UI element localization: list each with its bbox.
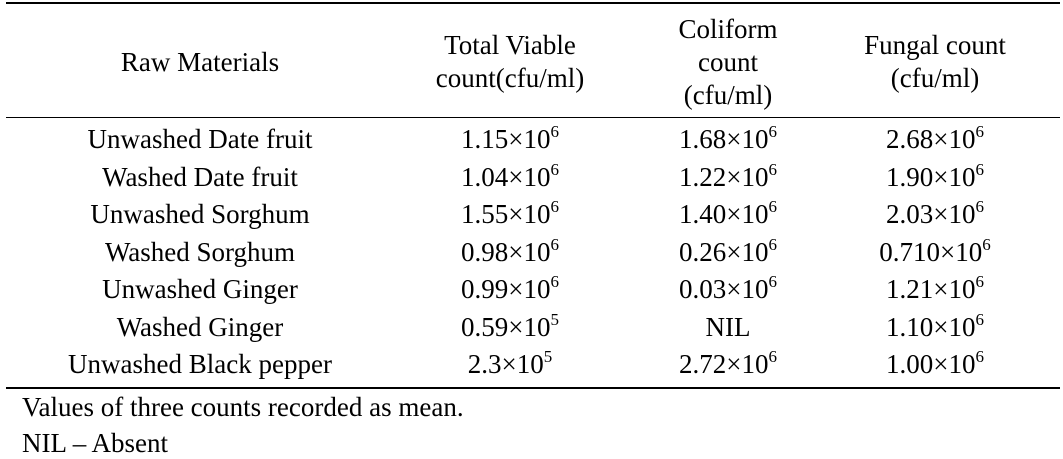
table-row: Unwashed Black pepper 2.3×10 5 2.72×10 6 1.00… <box>0 347 1063 381</box>
material-cell: Unwashed Sorghum <box>0 197 400 231</box>
exponent: 6 <box>768 234 777 254</box>
total-viable-cell-text: 0.99×10 <box>461 274 551 304</box>
header-fungal: Fungal count (cfu/ml) <box>835 8 1035 116</box>
material-cell-text: Washed Sorghum <box>104 236 296 267</box>
fungal-cell: 1.10×10 6 <box>835 310 1035 344</box>
fungal-cell-text: 0.710×10 <box>879 236 983 267</box>
coliform-cell-text: 1.40×10 <box>679 199 769 229</box>
table-row: Unwashed Sorghum 1.55×10 6 1.40×10 6 2.03×10 6 <box>0 197 1063 231</box>
fungal-cell: 0.710×10 6 <box>835 235 1035 269</box>
exponent: 6 <box>550 197 559 216</box>
total-viable-cell: 1.04×10 6 <box>410 160 610 194</box>
exponent: 6 <box>975 309 984 329</box>
material-cell-text: Washed Date fruit <box>102 161 298 192</box>
material-cell-text: Unwashed Date fruit <box>87 124 313 154</box>
table-row: Unwashed Ginger 0.99×10 6 0.03×10 6 1.21×10 6 <box>0 272 1063 306</box>
header-coliform: Coliform count (cfu/ml) <box>628 8 828 116</box>
total-viable-cell: 1.15×10 6 <box>410 122 610 156</box>
header-text: Coliform count (cfu/ml) <box>678 13 778 110</box>
exponent: 5 <box>543 347 553 366</box>
total-viable-cell-text: 1.04×10 <box>461 161 551 192</box>
material-cell-text: Unwashed Sorghum <box>90 199 310 229</box>
material-cell: Washed Ginger <box>0 310 400 344</box>
exponent: 6 <box>768 347 777 366</box>
material-cell: Washed Sorghum <box>0 235 400 269</box>
fungal-cell: 1.00×10 6 <box>835 347 1035 381</box>
total-viable-cell-text: 1.55×10 <box>461 199 551 229</box>
material-cell: Unwashed Ginger <box>0 272 400 306</box>
fungal-cell: 2.03×10 6 <box>835 197 1035 231</box>
material-cell-text: Washed Ginger <box>116 311 284 342</box>
table-row: Unwashed Date fruit 1.15×10 6 1.68×10 6 2.68×… <box>0 122 1063 156</box>
material-cell: Unwashed Date fruit <box>0 122 400 156</box>
total-viable-cell-text: 2.3×10 <box>467 349 544 379</box>
top-rule <box>6 2 1060 4</box>
material-cell-text: Unwashed Black pepper <box>68 349 332 379</box>
exponent: 6 <box>550 122 559 141</box>
fungal-cell-text: 1.21×10 <box>886 274 976 304</box>
header-rule <box>6 117 1060 118</box>
fungal-cell-text: 1.00×10 <box>886 349 976 379</box>
exponent: 6 <box>768 159 777 179</box>
exponent: 6 <box>975 122 984 141</box>
coliform-cell-text: NIL <box>705 311 751 342</box>
exponent: 6 <box>768 197 777 216</box>
coliform-cell: 1.40×10 6 <box>628 197 828 231</box>
total-viable-cell: 1.55×10 6 <box>410 197 610 231</box>
coliform-cell: NIL <box>628 310 828 344</box>
material-cell-text: Unwashed Ginger <box>102 274 298 304</box>
fungal-cell: 1.90×10 6 <box>835 160 1035 194</box>
fungal-cell-text: 1.90×10 <box>886 161 976 192</box>
coliform-cell: 2.72×10 6 <box>628 347 828 381</box>
exponent: 6 <box>768 122 777 141</box>
fungal-cell: 2.68×10 6 <box>835 122 1035 156</box>
coliform-cell: 1.22×10 6 <box>628 160 828 194</box>
bottom-rule <box>6 387 1060 389</box>
exponent: 6 <box>975 272 984 291</box>
exponent: 6 <box>975 347 984 366</box>
exponent: 6 <box>975 159 984 179</box>
exponent: 6 <box>550 272 559 291</box>
coliform-cell-text: 0.03×10 <box>679 274 769 304</box>
fungal-cell-text: 2.68×10 <box>886 124 976 154</box>
table-row: Washed Date fruit 1.04×10 6 1.22×10 6 1.90×10… <box>0 160 1063 194</box>
fungal-cell-text: 2.03×10 <box>886 199 976 229</box>
table-row: Washed Ginger 0.59×10 5 NIL 1.10×10 6 <box>0 310 1063 344</box>
total-viable-cell: 0.99×10 6 <box>410 272 610 306</box>
fungal-cell: 1.21×10 6 <box>835 272 1035 306</box>
header-raw-materials: Raw Materials <box>0 8 400 116</box>
exponent: 6 <box>550 159 559 179</box>
total-viable-cell: 0.59×10 5 <box>410 310 610 344</box>
coliform-cell: 0.26×10 6 <box>628 235 828 269</box>
header-text: Raw Materials <box>120 46 280 77</box>
exponent: 6 <box>975 197 984 216</box>
header-text: Fungal count (cfu/ml) <box>864 30 1006 93</box>
coliform-cell: 1.68×10 6 <box>628 122 828 156</box>
coliform-cell: 0.03×10 6 <box>628 272 828 306</box>
total-viable-cell-text: 1.15×10 <box>461 124 551 154</box>
coliform-cell-text: 1.22×10 <box>679 161 769 192</box>
footnote-mean: Values of three counts recorded as mean. <box>22 392 464 422</box>
exponent: 5 <box>550 309 559 329</box>
table-row: Washed Sorghum 0.98×10 6 0.26×10 6 0.710×10 6 <box>0 235 1063 269</box>
material-cell: Washed Date fruit <box>0 160 400 194</box>
total-viable-cell-text: 0.98×10 <box>461 236 551 267</box>
exponent: 6 <box>982 234 991 254</box>
coliform-cell-text: 0.26×10 <box>679 236 769 267</box>
coliform-cell-text: 2.72×10 <box>679 349 769 379</box>
header-total-viable: Total Viable count(cfu/ml) <box>410 8 610 116</box>
total-viable-cell: 0.98×10 6 <box>410 235 610 269</box>
material-cell: Unwashed Black pepper <box>0 347 400 381</box>
total-viable-cell-text: 0.59×10 <box>461 311 551 342</box>
exponent: 6 <box>768 272 777 291</box>
header-text: Total Viable count(cfu/ml) <box>435 30 585 93</box>
coliform-cell-text: 1.68×10 <box>679 124 769 154</box>
fungal-cell-text: 1.10×10 <box>886 311 976 342</box>
total-viable-cell: 2.3×10 5 <box>410 347 610 381</box>
exponent: 6 <box>550 234 559 254</box>
